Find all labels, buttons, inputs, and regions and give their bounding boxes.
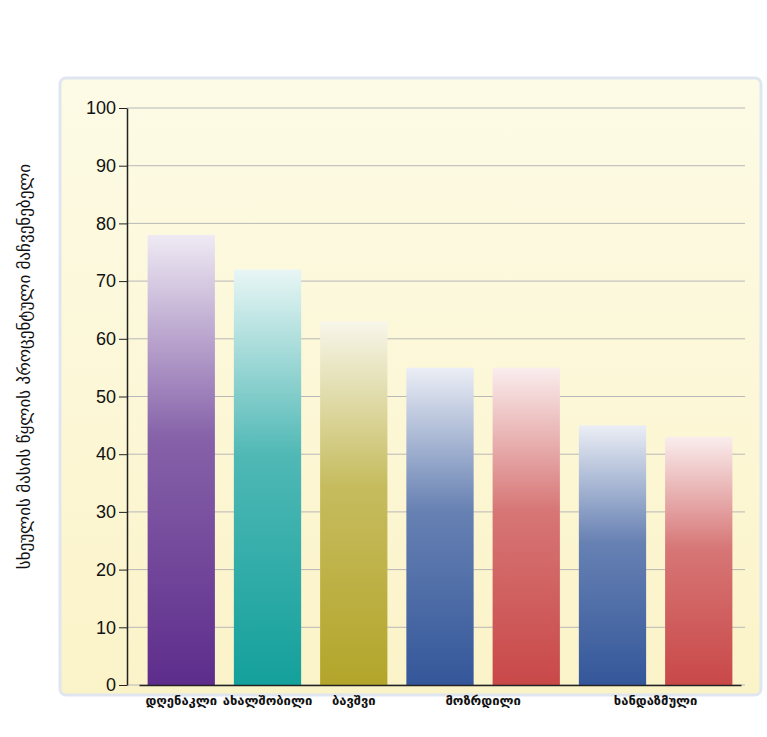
y-axis: 0 10 20 30 40 50 60 70 80 90 100 <box>86 98 128 695</box>
y-tick-label: 20 <box>96 560 116 580</box>
y-tick-label: 80 <box>96 214 116 234</box>
y-tick-label: 30 <box>96 502 116 522</box>
bar <box>665 437 732 685</box>
grid-line <box>127 281 745 282</box>
grid-line <box>127 223 745 224</box>
y-tick: 80 <box>96 214 127 234</box>
x-tick-label: დღენაკლი <box>145 693 217 708</box>
y-axis-title: სხეულის მასის წყლის პროცენტული მაჩვენებე… <box>14 164 34 569</box>
y-tick-label: 40 <box>96 444 116 464</box>
y-tick-mark <box>119 685 127 686</box>
y-tick-label: 70 <box>96 271 116 291</box>
bar <box>320 321 387 685</box>
y-tick-mark <box>119 397 127 398</box>
y-tick: 20 <box>96 560 127 580</box>
y-tick-label: 60 <box>96 329 116 349</box>
x-tick-label: ხანდაზმული <box>614 693 698 708</box>
x-tick: მოზრდილი <box>440 685 521 708</box>
x-axis-line <box>140 685 742 687</box>
grid-line <box>127 338 745 339</box>
bar <box>148 235 215 685</box>
y-tick-mark <box>119 512 127 513</box>
bar <box>493 368 560 685</box>
y-tick-mark <box>119 627 127 628</box>
y-tick-mark <box>119 454 127 455</box>
grid-line <box>127 108 745 109</box>
y-tick: 60 <box>96 329 127 349</box>
y-tick-label: 90 <box>96 156 116 176</box>
x-tick: დღენაკლი <box>145 685 217 708</box>
grid <box>127 108 745 685</box>
y-tick: 50 <box>96 387 127 407</box>
y-tick: 70 <box>96 271 127 291</box>
bar <box>406 368 473 685</box>
y-tick: 100 <box>86 98 127 118</box>
y-tick-mark <box>119 166 127 167</box>
x-tick: ბავშვი <box>332 685 376 708</box>
bar <box>579 425 646 685</box>
x-tick-label: მოზრდილი <box>445 693 520 708</box>
y-tick-label: 0 <box>106 675 116 695</box>
y-tick-mark <box>119 570 127 571</box>
y-tick: 90 <box>96 156 127 176</box>
y-tick: 10 <box>96 618 127 638</box>
y-tick-label: 10 <box>96 618 116 638</box>
x-axis: დღენაკლი ახალშობილი ბავშვი მოზრდილი ხანდაზმუ… <box>140 685 742 708</box>
y-tick-mark <box>119 281 127 282</box>
grid-line <box>127 165 745 166</box>
y-tick-label: 50 <box>96 387 116 407</box>
x-tick: ხანდაზმული <box>612 685 697 708</box>
y-tick: 30 <box>96 502 127 522</box>
x-tick: ახალშობილი <box>223 685 312 708</box>
plot: 0 10 20 30 40 50 60 70 80 90 100 დღენაკლი ახალშობილი… <box>86 98 745 708</box>
bars <box>148 235 733 685</box>
y-tick-mark <box>119 339 127 340</box>
y-tick: 40 <box>96 444 127 464</box>
bar <box>234 270 301 685</box>
y-tick-label: 100 <box>86 98 116 118</box>
x-tick-label: ახალშობილი <box>223 693 312 708</box>
y-tick-mark <box>119 108 127 109</box>
x-tick-label: ბავშვი <box>332 693 376 708</box>
frame <box>60 78 761 695</box>
y-tick-mark <box>119 223 127 224</box>
y-tick: 0 <box>106 675 127 695</box>
chart: 0 10 20 30 40 50 60 70 80 90 100 დღენაკლი ახალშობილი… <box>0 0 767 737</box>
